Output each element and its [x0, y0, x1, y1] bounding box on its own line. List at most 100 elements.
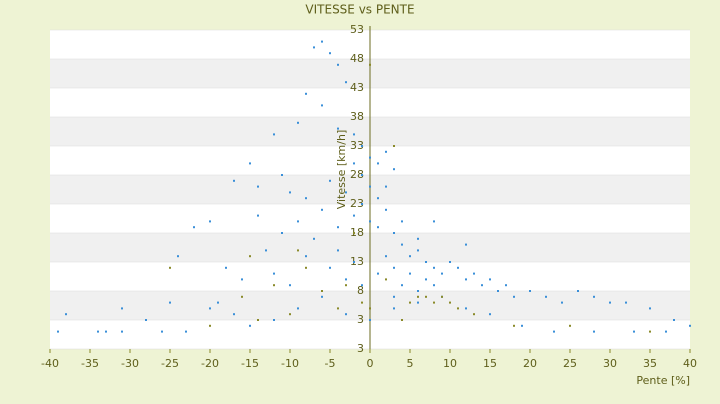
y-tick-label: 3	[357, 313, 364, 326]
x-tick-label: -40	[41, 357, 59, 370]
point	[369, 319, 371, 321]
y-tick-label: 3	[357, 342, 364, 355]
x-tick-label: -35	[81, 357, 99, 370]
point	[377, 197, 379, 200]
point	[473, 313, 475, 316]
point	[297, 220, 299, 223]
x-axis-label: Pente [%]	[636, 374, 690, 387]
point	[345, 313, 347, 316]
point	[465, 243, 467, 246]
x-tick-label: 5	[407, 357, 414, 370]
point	[593, 330, 595, 333]
point	[393, 232, 395, 234]
point	[209, 324, 211, 327]
x-tick-label: 20	[523, 357, 537, 370]
point	[121, 330, 123, 333]
point	[273, 319, 275, 321]
point	[337, 63, 339, 66]
chart-title: VITESSE vs PENTE	[305, 3, 414, 17]
x-tick-label: -25	[161, 357, 179, 370]
point	[569, 324, 571, 327]
point	[273, 284, 275, 287]
point	[305, 255, 307, 258]
point	[561, 301, 563, 304]
point	[345, 284, 347, 287]
point	[441, 295, 443, 298]
point	[249, 162, 251, 165]
x-tick-label: 0	[367, 357, 374, 370]
point	[593, 295, 595, 298]
point	[353, 162, 355, 165]
point	[449, 301, 451, 304]
point	[353, 133, 355, 136]
point	[449, 261, 451, 263]
point	[513, 295, 515, 298]
point	[289, 313, 291, 316]
y-axis-label: Vitesse [km/h]	[335, 130, 348, 210]
point	[385, 150, 387, 153]
point	[377, 226, 379, 229]
point	[65, 313, 67, 316]
point	[241, 278, 243, 281]
point	[577, 290, 579, 292]
point	[689, 324, 691, 327]
point	[161, 330, 163, 333]
point	[529, 290, 531, 292]
point	[257, 185, 259, 188]
point	[369, 185, 371, 188]
point	[345, 191, 347, 194]
point	[305, 266, 307, 269]
point	[393, 307, 395, 310]
y-tick-label: 13	[350, 255, 364, 268]
y-tick-label: 18	[350, 226, 364, 239]
x-tick-label: 30	[603, 357, 617, 370]
point	[321, 208, 323, 211]
x-tick-label: 25	[563, 357, 577, 370]
point	[337, 307, 339, 310]
point	[273, 272, 275, 275]
point	[337, 127, 339, 130]
point	[401, 319, 403, 321]
point	[209, 220, 211, 223]
y-tick-label: 8	[357, 284, 364, 297]
point	[409, 272, 411, 275]
point	[289, 191, 291, 194]
point	[361, 145, 363, 147]
point	[401, 220, 403, 223]
point	[105, 330, 107, 333]
point	[313, 46, 315, 49]
point	[321, 295, 323, 298]
point	[409, 301, 411, 304]
point	[145, 319, 147, 321]
y-tick-label: 33	[350, 139, 364, 152]
x-tick-label: -20	[201, 357, 219, 370]
point	[401, 243, 403, 246]
point	[193, 226, 195, 229]
y-tick-label: 23	[350, 197, 364, 210]
point	[457, 266, 459, 269]
point	[513, 324, 515, 327]
y-tick-label: 43	[350, 81, 364, 94]
point	[169, 301, 171, 304]
point	[321, 290, 323, 292]
point	[425, 278, 427, 281]
point	[289, 284, 291, 287]
point	[361, 203, 363, 205]
point	[353, 261, 355, 263]
point	[369, 220, 371, 223]
y-tick-label: 28	[350, 168, 364, 181]
point	[273, 133, 275, 136]
point	[609, 301, 611, 304]
point	[489, 313, 491, 316]
point	[433, 301, 435, 304]
point	[353, 232, 355, 234]
point	[393, 168, 395, 171]
point	[233, 179, 235, 182]
point	[361, 174, 363, 176]
point	[425, 295, 427, 298]
point	[369, 63, 371, 66]
point	[185, 330, 187, 333]
point	[297, 307, 299, 310]
point	[305, 197, 307, 200]
